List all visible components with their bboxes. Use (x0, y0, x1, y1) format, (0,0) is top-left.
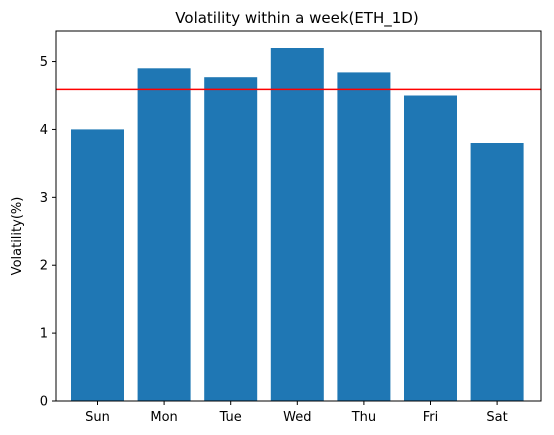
y-axis-label: Volatility(%) (10, 197, 25, 276)
chart-title: Volatility within a week(ETH_1D) (175, 9, 418, 28)
y-ticks-group: 0 1 2 3 4 5 (40, 55, 56, 409)
bar-fri (404, 96, 457, 402)
bar-sun (71, 129, 124, 401)
x-tick-label: Mon (150, 410, 177, 425)
x-tick-label: Sat (486, 410, 507, 425)
x-tick-label: Thu (351, 410, 376, 425)
bar-tue (204, 77, 257, 401)
x-tick-label: Wed (283, 410, 311, 425)
bar-sat (471, 143, 524, 401)
bar-wed (271, 48, 324, 401)
y-tick-label: 1 (40, 327, 48, 342)
bars-group (71, 48, 524, 401)
x-tick-label: Fri (423, 410, 439, 425)
y-tick-label: 4 (40, 123, 48, 138)
y-tick-label: 5 (40, 55, 48, 70)
bar-thu (337, 72, 390, 401)
x-tick-label: Tue (219, 410, 242, 425)
x-tick-label: Sun (85, 410, 110, 425)
y-tick-label: 0 (40, 395, 48, 410)
y-tick-label: 2 (40, 259, 48, 274)
bar-mon (138, 68, 191, 401)
x-ticks-group: Sun Mon Tue Wed Thu Fri Sat (85, 401, 508, 425)
y-tick-label: 3 (40, 191, 48, 206)
